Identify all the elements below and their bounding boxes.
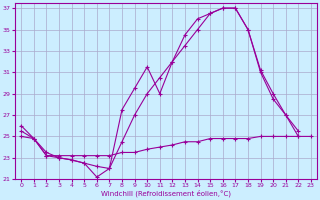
X-axis label: Windchill (Refroidissement éolien,°C): Windchill (Refroidissement éolien,°C) <box>101 190 231 197</box>
